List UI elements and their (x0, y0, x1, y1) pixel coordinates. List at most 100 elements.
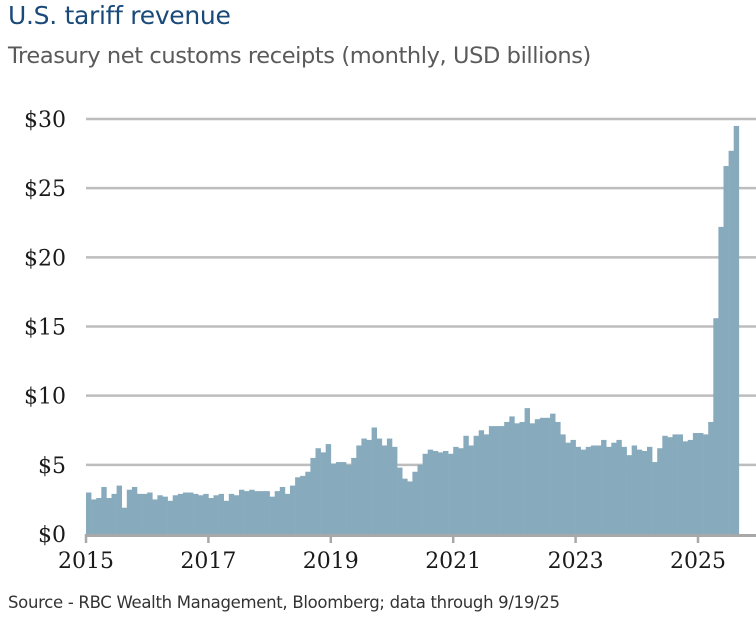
bar (116, 485, 122, 534)
bar (575, 446, 581, 534)
gridlines (86, 117, 756, 467)
bar (193, 493, 199, 534)
bar (305, 471, 311, 534)
bar (509, 416, 515, 534)
bar (371, 427, 377, 534)
bar (463, 435, 469, 534)
bar (723, 166, 729, 534)
bars (86, 125, 740, 535)
bar (458, 448, 464, 534)
bar (351, 457, 357, 534)
bar (443, 451, 449, 534)
bar (519, 421, 525, 534)
bar (218, 493, 224, 534)
bar (320, 452, 326, 534)
bar (254, 491, 260, 534)
bar (198, 495, 204, 534)
bar (473, 435, 479, 534)
chart-subtitle: Treasury net customs receipts (monthly, … (8, 43, 591, 69)
bar (713, 318, 719, 534)
bar (131, 486, 138, 534)
bar (687, 439, 694, 534)
y-tick-label: $15 (24, 316, 66, 341)
bar (101, 486, 107, 534)
bar (172, 495, 179, 534)
source-note: Source - RBC Wealth Management, Bloomber… (8, 593, 560, 612)
y-axis: $0 $5 $10 $15 $20 $25 $30 (24, 108, 66, 548)
bar (346, 464, 352, 534)
bar (606, 446, 612, 534)
bar (239, 489, 245, 534)
bar (417, 464, 423, 534)
x-tick-label: 2023 (548, 549, 604, 574)
bar (381, 445, 388, 534)
bar (177, 493, 184, 534)
bar (468, 445, 474, 534)
bar (590, 445, 597, 534)
bar (534, 419, 541, 534)
bar (539, 417, 546, 534)
bar (126, 489, 133, 534)
bar (137, 493, 143, 534)
bar (295, 477, 301, 534)
bar (662, 435, 668, 534)
bar (392, 446, 398, 534)
bar (555, 421, 561, 534)
bar (290, 485, 296, 534)
bar (386, 438, 393, 534)
bar (672, 434, 678, 534)
bar (682, 441, 689, 534)
bar (162, 496, 168, 534)
bar (279, 486, 286, 534)
bar (718, 226, 724, 534)
bar (86, 492, 92, 534)
bar (228, 493, 235, 534)
bar (636, 449, 643, 534)
bar (407, 481, 413, 534)
bar (300, 475, 306, 534)
bar (315, 448, 321, 534)
bar (478, 430, 485, 534)
bar (233, 495, 240, 534)
bar (570, 439, 576, 534)
bar (361, 438, 367, 534)
bar (631, 445, 638, 534)
bar (274, 491, 281, 534)
bar (601, 439, 607, 534)
y-tick-label: $25 (24, 177, 66, 202)
x-tick-label: 2025 (670, 549, 726, 574)
bar (550, 413, 556, 534)
y-tick-label: $30 (24, 108, 66, 133)
bar (249, 489, 255, 534)
bar (494, 426, 500, 534)
y-tick-label: $5 (38, 454, 66, 479)
bar (310, 457, 316, 534)
bar (142, 493, 148, 534)
bar (728, 150, 734, 534)
bar (524, 408, 530, 534)
bar (244, 491, 250, 534)
bar (529, 423, 536, 534)
y-tick-label: $20 (24, 246, 66, 271)
bar (488, 426, 495, 534)
bar (167, 500, 173, 534)
x-tick-label: 2017 (180, 549, 236, 574)
y-tick-label: $0 (38, 523, 66, 548)
y-tick-label: $10 (24, 385, 66, 410)
bar (427, 449, 434, 534)
bar (580, 449, 587, 534)
bar (432, 451, 439, 534)
bar (611, 442, 617, 534)
bar (422, 453, 428, 534)
bar (677, 434, 683, 534)
bar (269, 496, 275, 534)
bar (106, 498, 112, 534)
bar (657, 448, 663, 534)
bar (91, 499, 97, 534)
bar (692, 433, 699, 534)
bar (182, 492, 189, 534)
bar (703, 434, 709, 534)
bar (616, 439, 622, 534)
bar (641, 451, 648, 534)
